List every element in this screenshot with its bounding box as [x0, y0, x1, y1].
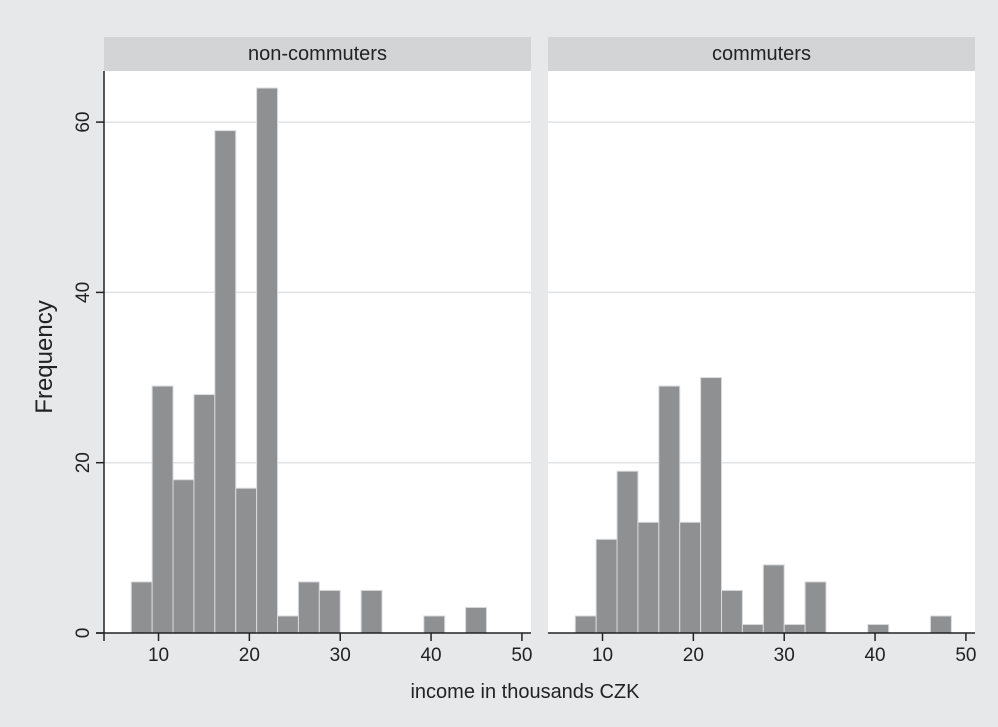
panel-strip [104, 37, 531, 71]
histogram-bar [318, 589, 341, 634]
y-tick-label: 60 [73, 112, 94, 133]
panel-title: commuters [712, 43, 811, 65]
histogram-bar [574, 615, 597, 634]
histogram-bar [679, 521, 702, 634]
y-axis-label: Frequency [31, 300, 58, 413]
x-tick-label: 10 [592, 645, 613, 666]
panel-title: non-commuters [248, 43, 387, 65]
panel-non-commuters: non-commuters 10 20 30 40 50 0 20 40 60 [73, 37, 532, 666]
histogram-bar [721, 589, 743, 634]
histogram-bar [700, 377, 723, 634]
x-tick-label: 50 [955, 645, 976, 666]
histogram-bar [214, 130, 237, 634]
histogram-bar [235, 487, 258, 634]
histogram-bar [360, 589, 383, 634]
histogram-bar [783, 623, 806, 634]
histogram-bar [130, 581, 153, 634]
histogram-bar [297, 581, 320, 634]
histogram-bar [277, 615, 299, 634]
x-tick-label: 30 [774, 645, 795, 666]
panel-commuters: commuters 10 20 30 40 50 [548, 37, 976, 666]
y-tick-label: 0 [73, 628, 94, 639]
y-tick-label: 40 [73, 282, 94, 303]
histogram-bar [423, 615, 446, 634]
x-tick-label: 30 [330, 645, 351, 666]
histogram-bar [616, 470, 639, 634]
histogram-bar [929, 615, 952, 634]
histogram-bar [637, 521, 660, 634]
histogram-bar [658, 385, 681, 634]
histogram-bar [151, 385, 174, 634]
panels: non-commuters 10 20 30 40 50 0 20 40 60 commuters 1… [73, 37, 976, 666]
x-axis-label: income in thousands CZK [410, 681, 640, 703]
histogram-bar [867, 623, 890, 634]
x-tick-label: 20 [683, 645, 704, 666]
panel-strip [548, 37, 975, 71]
histogram-bar [172, 479, 195, 634]
histogram-bar [762, 564, 785, 634]
x-tick-label: 40 [420, 645, 441, 666]
histogram-bar [193, 394, 216, 634]
x-tick-label: 40 [864, 645, 885, 666]
histogram-bar [465, 606, 487, 634]
histogram-bar [804, 581, 827, 634]
histogram-bar [595, 538, 618, 634]
histogram-bar [741, 623, 764, 634]
histogram-bar [256, 87, 279, 634]
x-tick-label: 10 [148, 645, 169, 666]
x-tick-label: 50 [511, 645, 532, 666]
x-tick-label: 20 [239, 645, 260, 666]
y-tick-label: 20 [73, 452, 94, 473]
